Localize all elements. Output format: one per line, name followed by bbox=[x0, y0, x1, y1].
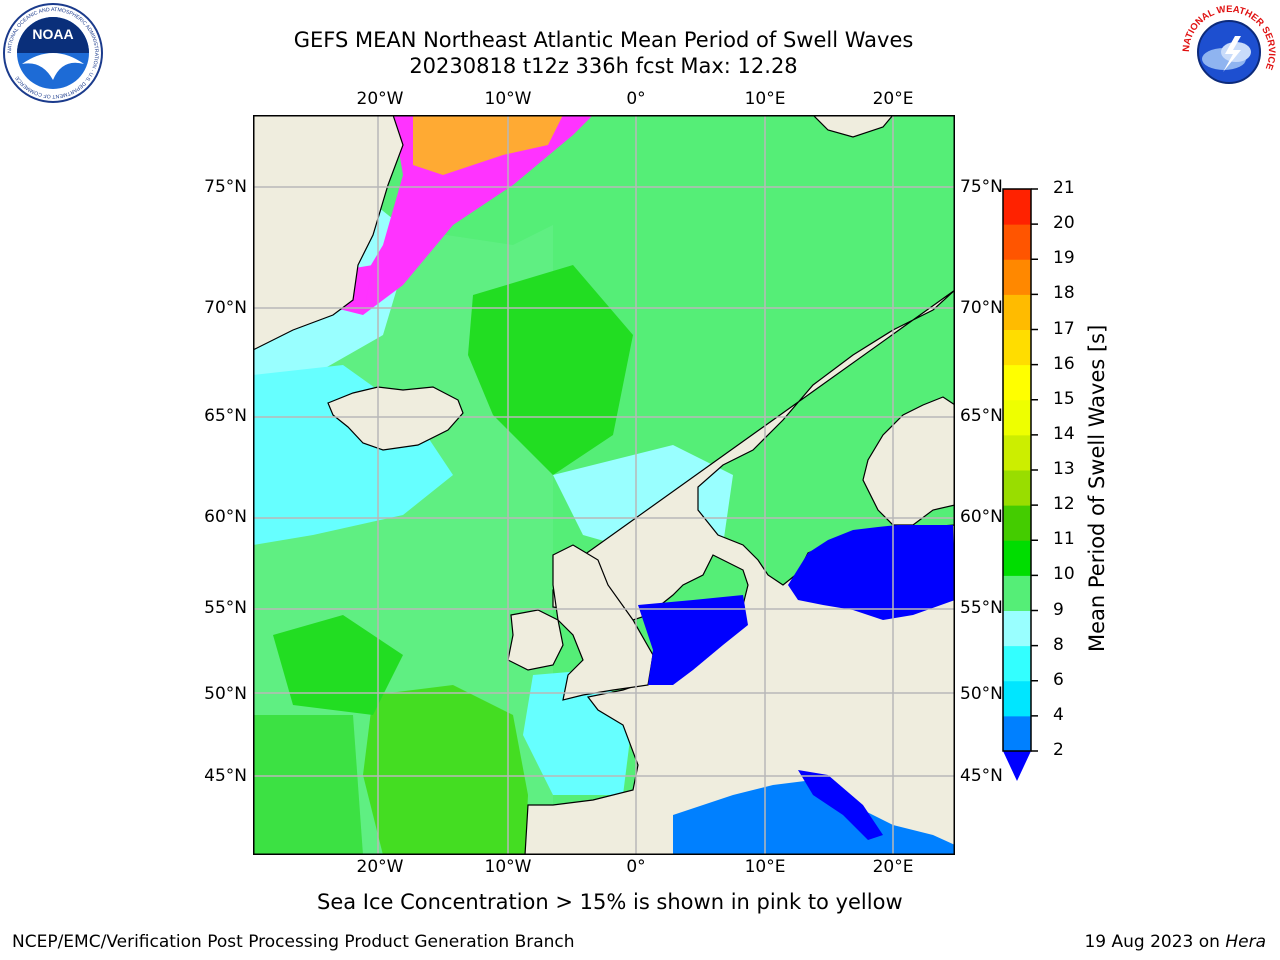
grid-lines bbox=[253, 115, 955, 855]
colorbar-tick-label: 15 bbox=[1053, 388, 1075, 409]
colorbar-tick-label: 9 bbox=[1053, 599, 1064, 620]
noaa-logo-text: NOAA bbox=[32, 26, 73, 42]
colorbar-segment bbox=[1003, 680, 1031, 717]
colorbar-tick-label: 11 bbox=[1053, 529, 1075, 550]
lat-label-right-4: 55°N bbox=[960, 598, 1003, 618]
lon-label-bottom-2: 0° bbox=[626, 857, 646, 877]
colorbar-tick-label: 6 bbox=[1053, 669, 1064, 690]
colorbar-segment bbox=[1003, 715, 1031, 752]
lat-label-left-6: 45°N bbox=[204, 766, 247, 786]
colorbar-tick-label: 10 bbox=[1053, 564, 1075, 585]
colorbar-title: Mean Period of Swell Waves [s] bbox=[1085, 324, 1109, 652]
colorbar-tick-label: 16 bbox=[1053, 353, 1075, 374]
colorbar-tick-label: 13 bbox=[1053, 459, 1075, 479]
lon-label-bottom-4: 20°E bbox=[872, 857, 914, 877]
colorbar-tick-label: 17 bbox=[1053, 318, 1075, 339]
colorbar-tick-label: 21 bbox=[1053, 178, 1075, 198]
colorbar-ticks bbox=[1031, 188, 1038, 752]
colorbar bbox=[1002, 188, 1038, 781]
colorbar-segment bbox=[1003, 645, 1031, 682]
colorbar-segment bbox=[1003, 294, 1031, 330]
colorbar-segment bbox=[1003, 540, 1031, 576]
colorbar-segment bbox=[1003, 189, 1031, 225]
lat-label-left-3: 60°N bbox=[204, 507, 247, 527]
swell-blue-adriatic bbox=[798, 770, 883, 840]
chart-title-line2: 20230818 t12z 336h fcst Max: 12.28 bbox=[409, 54, 798, 78]
lat-label-left-1: 70°N bbox=[204, 298, 247, 318]
lat-label-right-6: 45°N bbox=[960, 766, 1003, 786]
colorbar-tick-label: 20 bbox=[1053, 213, 1075, 234]
swell-green-west bbox=[273, 615, 403, 715]
map-frame bbox=[253, 115, 955, 855]
colorbar-tick-label: 8 bbox=[1053, 634, 1064, 655]
lat-label-left-5: 50°N bbox=[204, 684, 247, 704]
colorbar-segment bbox=[1003, 329, 1031, 366]
swell-blue-mediterranean bbox=[673, 780, 955, 855]
lon-label-top-1: 10°W bbox=[484, 89, 532, 109]
colorbar-segment bbox=[1003, 224, 1031, 260]
footer-date: 19 Aug 2023 on Hera bbox=[1084, 932, 1266, 952]
lat-label-right-5: 50°N bbox=[960, 684, 1003, 704]
lon-label-top-0: 20°W bbox=[356, 89, 404, 109]
colorbar-segment bbox=[1003, 610, 1031, 647]
lat-label-right-3: 60°N bbox=[960, 507, 1003, 527]
land-iceland bbox=[327, 386, 464, 451]
colorbar-segment bbox=[1003, 364, 1031, 401]
lon-label-top-2: 0° bbox=[626, 89, 646, 109]
colorbar-tick-label: 12 bbox=[1053, 494, 1075, 515]
lon-label-top-4: 20°E bbox=[872, 89, 914, 109]
lat-label-right-2: 65°N bbox=[960, 406, 1003, 426]
sea-ice-caption: Sea Ice Concentration > 15% is shown in … bbox=[317, 890, 903, 914]
lat-label-left-4: 55°N bbox=[204, 598, 247, 618]
footer-host: Hera bbox=[1225, 932, 1266, 952]
land-svalbard bbox=[812, 115, 894, 138]
swell-green-high-period bbox=[363, 685, 528, 855]
lat-label-left-2: 65°N bbox=[204, 406, 247, 426]
colorbar-segment bbox=[1003, 399, 1031, 436]
lon-label-bottom-3: 10°E bbox=[744, 857, 786, 877]
colorbar-segment bbox=[1003, 505, 1031, 541]
map-plot bbox=[253, 115, 955, 855]
nws-logo: NATIONAL WEATHER SERVICE bbox=[1181, 4, 1277, 100]
noaa-logo: NOAA NATIONAL OCEANIC AND ATMOSPHERIC AD… bbox=[3, 3, 103, 103]
lat-label-right-0: 75°N bbox=[960, 177, 1003, 197]
colorbar-tick-label: 14 bbox=[1053, 423, 1075, 444]
colorbar-tick-label: 2 bbox=[1053, 740, 1064, 760]
swell-green-south bbox=[253, 715, 363, 855]
colorbar-segment bbox=[1003, 259, 1031, 295]
swell-blue-north-sea bbox=[638, 595, 748, 685]
land-ireland bbox=[507, 609, 564, 671]
swell-blue-baltic bbox=[788, 525, 955, 620]
colorbar-tick-label: 18 bbox=[1053, 283, 1075, 304]
lon-label-bottom-1: 10°W bbox=[484, 857, 532, 877]
colorbar-segment bbox=[1003, 575, 1031, 611]
footer-credit: NCEP/EMC/Verification Post Processing Pr… bbox=[12, 932, 575, 952]
land-greenland bbox=[253, 115, 404, 351]
land-scandinavia-europe bbox=[524, 289, 955, 855]
lon-label-top-3: 10°E bbox=[744, 89, 786, 109]
sea-ice-core bbox=[413, 115, 563, 175]
footer-date-text: 19 Aug 2023 on bbox=[1084, 932, 1226, 952]
swell-green-open-ocean bbox=[468, 265, 633, 475]
chart-title-line1: GEFS MEAN Northeast Atlantic Mean Period… bbox=[293, 28, 914, 52]
colorbar-tick-label: 4 bbox=[1053, 704, 1064, 725]
lon-label-bottom-0: 20°W bbox=[356, 857, 404, 877]
colorbar-segment bbox=[1003, 434, 1031, 471]
colorbar-tick-label: 19 bbox=[1053, 248, 1075, 269]
lat-label-left-0: 75°N bbox=[204, 177, 247, 197]
lat-label-right-1: 70°N bbox=[960, 298, 1003, 318]
colorbar-segments bbox=[1003, 189, 1031, 752]
colorbar-extend-triangle bbox=[1003, 751, 1031, 781]
colorbar-segment bbox=[1003, 470, 1031, 506]
